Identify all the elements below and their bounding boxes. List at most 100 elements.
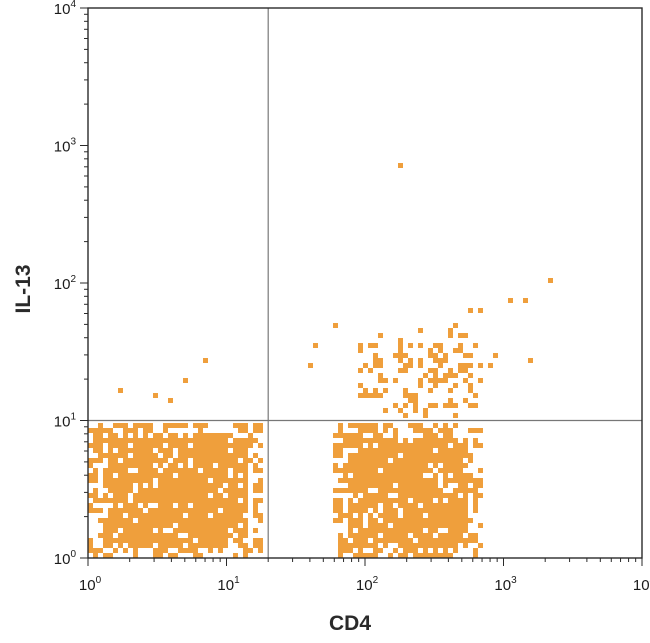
data-point [168,553,173,558]
data-point [463,368,468,373]
data-point [143,463,148,468]
data-point [448,503,453,508]
data-point [218,448,223,453]
data-point [223,438,228,443]
data-point [168,513,173,518]
data-point [418,438,423,443]
data-point [398,523,403,528]
data-point [198,543,203,548]
data-point [358,348,363,353]
data-point [193,488,198,493]
data-point [173,443,178,448]
data-point [228,508,233,513]
data-point [413,548,418,553]
data-point [258,518,263,523]
data-point [413,443,418,448]
data-point [183,438,188,443]
data-point [133,428,138,433]
data-point [208,443,213,448]
data-point [353,533,358,538]
data-point [433,478,438,483]
data-point [178,448,183,453]
data-point [238,488,243,493]
data-point [388,423,393,428]
data-point [418,343,423,348]
data-point [403,363,408,368]
data-point [398,473,403,478]
data-point [438,438,443,443]
data-point [118,443,123,448]
data-point [463,543,468,548]
data-point [413,448,418,453]
data-point [163,483,168,488]
data-point [188,523,193,528]
data-point [458,348,463,353]
data-point [348,443,353,448]
data-point [438,503,443,508]
data-point [443,473,448,478]
data-point [208,533,213,538]
data-point [158,463,163,468]
data-point [153,438,158,443]
data-point [128,518,133,523]
data-point [373,503,378,508]
data-point [223,478,228,483]
data-point [378,483,383,488]
data-point [443,443,448,448]
data-point [383,388,388,393]
data-point [163,548,168,553]
data-point [103,538,108,543]
data-point [413,553,418,558]
data-point [413,528,418,533]
data-point [363,503,368,508]
data-point [413,478,418,483]
data-point [158,508,163,513]
data-point [393,438,398,443]
data-point [133,553,138,558]
data-point [143,533,148,538]
data-point [213,513,218,518]
data-point [423,498,428,503]
data-point [208,468,213,473]
data-point [233,463,238,468]
data-point [243,548,248,553]
data-point [98,458,103,463]
data-point [258,538,263,543]
data-point [463,493,468,498]
data-point [398,458,403,463]
data-point [378,333,383,338]
data-point [108,438,113,443]
x-tick-label: 104 [633,575,650,594]
data-point [208,518,213,523]
data-point [373,343,378,348]
data-point [123,463,128,468]
data-point [348,423,353,428]
data-point [118,543,123,548]
data-point [408,488,413,493]
data-point [423,483,428,488]
data-point [413,403,418,408]
data-point [133,433,138,438]
data-point [413,393,418,398]
data-point [368,523,373,528]
data-point [363,423,368,428]
data-point [173,493,178,498]
data-point [143,493,148,498]
data-point [363,498,368,503]
data-point [138,453,143,458]
data-point [103,473,108,478]
data-point [108,443,113,448]
data-point [393,523,398,528]
data-point [453,503,458,508]
data-point [258,468,263,473]
data-point [453,463,458,468]
data-point [118,518,123,523]
data-point [383,438,388,443]
data-point [378,538,383,543]
data-point [108,448,113,453]
data-point [143,458,148,463]
data-point [368,368,373,373]
data-point [233,443,238,448]
data-point [128,438,133,443]
y-tick-label: 101 [54,412,77,431]
